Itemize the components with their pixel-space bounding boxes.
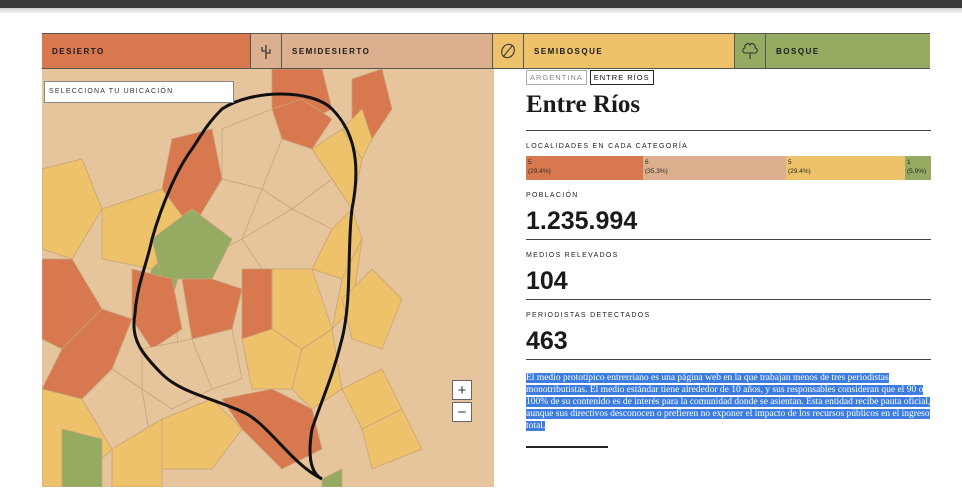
legend-label: Semidesierto bbox=[292, 46, 371, 56]
media-stat: Medios relevados 104 bbox=[526, 240, 931, 300]
description[interactable]: El medio prototípico entrerriano es una … bbox=[526, 372, 931, 432]
media-label: Medios relevados bbox=[526, 252, 619, 259]
media-value: 104 bbox=[526, 267, 568, 295]
category-segment-semidesierto: 6 (35.3%) bbox=[643, 156, 786, 180]
legend-item-desierto[interactable]: Desierto bbox=[42, 34, 250, 68]
location-select[interactable]: Selecciona tu ubicación bbox=[44, 81, 234, 103]
zoom-out-button[interactable]: − bbox=[452, 402, 472, 422]
section-divider bbox=[526, 446, 608, 448]
breadcrumb: Argentina Entre Ríos bbox=[526, 70, 931, 85]
page-title: Entre Ríos bbox=[526, 91, 931, 131]
cactus-icon bbox=[250, 34, 282, 68]
segment-percent: (5.9%) bbox=[907, 168, 927, 175]
category-segment-semibosque: 5 (29.4%) bbox=[786, 156, 905, 180]
category-segment-desierto: 5 (29.4%) bbox=[526, 156, 643, 180]
legend-item-semidesierto[interactable]: Semidesierto bbox=[282, 34, 492, 68]
segment-count: 5 bbox=[528, 159, 532, 166]
top-shadow bbox=[0, 8, 962, 14]
province-map[interactable]: Selecciona tu ubicación + − bbox=[42, 69, 494, 487]
legend-label: Semibosque bbox=[534, 46, 604, 56]
segment-count: 1 bbox=[907, 159, 911, 166]
description-text: El medio prototípico entrerriano es una … bbox=[526, 373, 931, 431]
breadcrumb-country[interactable]: Argentina bbox=[526, 70, 587, 85]
breadcrumb-province[interactable]: Entre Ríos bbox=[589, 70, 654, 85]
segment-percent: (35.3%) bbox=[645, 168, 668, 175]
population-label: Población bbox=[526, 192, 579, 199]
map-regions bbox=[42, 69, 494, 487]
category-legend: Desierto Semidesierto Semibosque Bosque bbox=[42, 33, 930, 69]
leaf-icon bbox=[492, 34, 524, 68]
legend-item-bosque[interactable]: Bosque bbox=[766, 34, 930, 68]
segment-percent: (29.4%) bbox=[528, 168, 551, 175]
segment-count: 6 bbox=[645, 159, 649, 166]
categories-label: Localidades en cada categoría bbox=[526, 143, 689, 150]
population-stat: Población 1.235.994 bbox=[526, 180, 931, 240]
journalists-label: Periodistas detectados bbox=[526, 312, 651, 319]
legend-label: Desierto bbox=[52, 46, 105, 56]
population-value: 1.235.994 bbox=[526, 207, 638, 235]
segment-percent: (29.4%) bbox=[788, 168, 811, 175]
legend-label: Bosque bbox=[776, 46, 820, 56]
segment-count: 5 bbox=[788, 159, 792, 166]
journalists-stat: Periodistas detectados 463 bbox=[526, 300, 931, 360]
browser-top-bar bbox=[0, 0, 962, 8]
province-detail-panel: Argentina Entre Ríos Entre Ríos Localida… bbox=[526, 70, 931, 448]
legend-item-semibosque[interactable]: Semibosque bbox=[524, 34, 734, 68]
category-distribution-bar: 5 (29.4%) 6 (35.3%) 5 (29.4%) 1 (5.9%) bbox=[526, 156, 931, 180]
zoom-in-button[interactable]: + bbox=[452, 380, 472, 400]
tree-icon bbox=[734, 34, 766, 68]
journalists-value: 463 bbox=[526, 327, 568, 355]
category-segment-bosque: 1 (5.9%) bbox=[905, 156, 931, 180]
